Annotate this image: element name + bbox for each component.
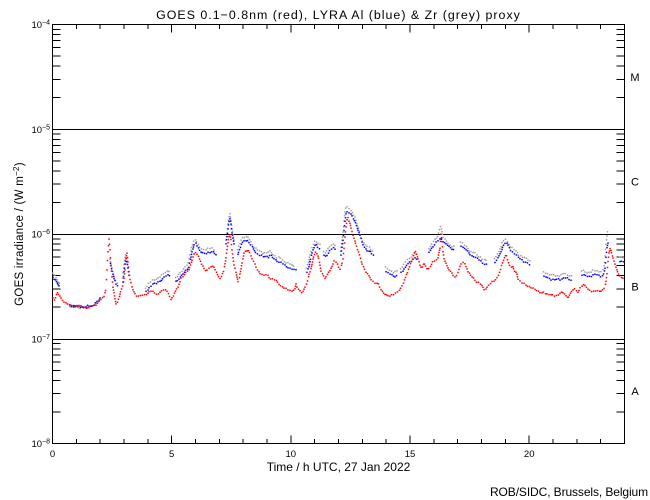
svg-text:10−8: 10−8 bbox=[31, 439, 50, 451]
svg-text:M: M bbox=[630, 72, 639, 84]
svg-text:10−6: 10−6 bbox=[31, 229, 50, 241]
svg-text:B: B bbox=[631, 281, 638, 293]
svg-text:A: A bbox=[631, 386, 639, 398]
svg-text:Time / h UTC, 27 Jan 2022: Time / h UTC, 27 Jan 2022 bbox=[267, 460, 411, 474]
svg-text:20: 20 bbox=[524, 449, 535, 460]
svg-text:GOES 0.1−0.8nm (red), LYRA Al: GOES 0.1−0.8nm (red), LYRA Al (blue) & Z… bbox=[156, 8, 521, 22]
svg-text:GOES irradiance / (W m−2): GOES irradiance / (W m−2) bbox=[12, 162, 26, 306]
svg-text:10: 10 bbox=[286, 449, 297, 460]
svg-text:C: C bbox=[631, 177, 639, 189]
svg-text:10−4: 10−4 bbox=[31, 20, 50, 32]
svg-text:15: 15 bbox=[405, 449, 416, 460]
svg-text:10−5: 10−5 bbox=[31, 124, 50, 136]
svg-text:10−7: 10−7 bbox=[31, 334, 50, 346]
svg-text:0: 0 bbox=[50, 449, 55, 460]
svg-text:5: 5 bbox=[169, 449, 174, 460]
svg-text:ROB/SIDC, Brussels, Belgium: ROB/SIDC, Brussels, Belgium bbox=[490, 485, 648, 499]
